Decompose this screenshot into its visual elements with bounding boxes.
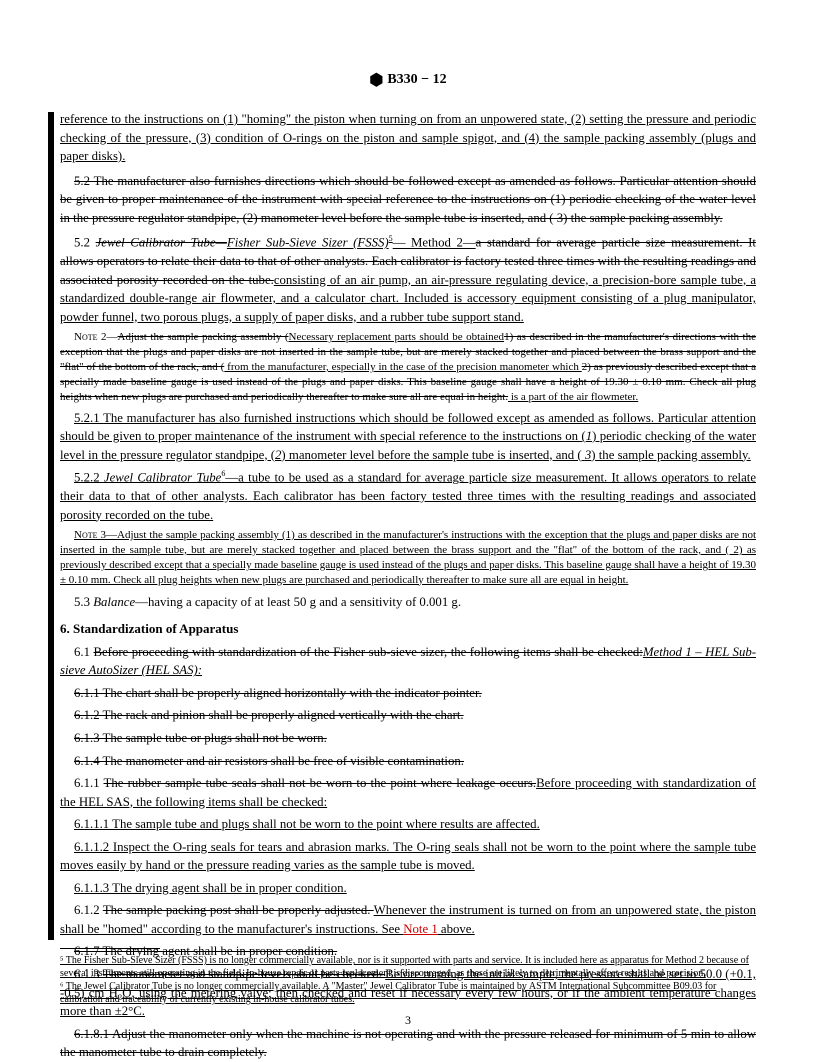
para-5-2: 5.2 Jewel Calibrator Tube—Fisher Sub-Sie… — [60, 233, 756, 326]
body-content: reference to the instructions on (1) "ho… — [60, 110, 756, 1062]
change-bar — [48, 112, 54, 940]
para-6-1-2-new: 6.1.2 The sample packing post shall be p… — [60, 901, 756, 938]
para-6-1-2-del: 6.1.2 The rack and pinion shall be prope… — [60, 706, 756, 725]
para-6-1-1-del: 6.1.1 The chart shall be properly aligne… — [60, 684, 756, 703]
para-6-1-1-3: 6.1.1.3 The drying agent shall be in pro… — [60, 879, 756, 898]
para-5-3: 5.3 Balance—having a capacity of at leas… — [60, 593, 756, 612]
para-6-1-1-new: 6.1.1 The rubber sample tube seals shall… — [60, 774, 756, 811]
para-6-1-1-2: 6.1.1.2 Inspect the O-ring seals for tea… — [60, 838, 756, 875]
para-5-intro: reference to the instructions on (1) "ho… — [60, 110, 756, 166]
para-6-1-1-1: 6.1.1.1 The sample tube and plugs shall … — [60, 815, 756, 834]
para-6-1-3-del: 6.1.3 The sample tube or plugs shall not… — [60, 729, 756, 748]
note-1-link[interactable]: Note 1 — [403, 922, 437, 936]
para-6-1-8-1-del: 6.1.8.1 Adjust the manometer only when t… — [60, 1025, 756, 1062]
para-5-2-deleted: 5.2 The manufacturer also furnishes dire… — [60, 172, 756, 228]
para-6-1-4-del: 6.1.4 The manometer and air resistors sh… — [60, 752, 756, 771]
para-5-2-1: 5.2.1 The manufacturer has also furnishe… — [60, 409, 756, 465]
footnotes: ⁵ The Fisher Sub-Sieve Sizer (FSSS) is n… — [60, 943, 756, 1006]
para-5-2-2: 5.2.2 Jewel Calibrator Tube6—a tube to b… — [60, 468, 756, 524]
document-header: ⬢ B330 − 12 — [60, 70, 756, 90]
footnote-5: ⁵ The Fisher Sub-Sieve Sizer (FSSS) is n… — [60, 954, 756, 980]
para-6-1: 6.1 Before proceeding with standardizati… — [60, 643, 756, 680]
footnote-6: ⁶ The Jewel Calibrator Tube is no longer… — [60, 980, 756, 1006]
page-number: 3 — [0, 1013, 816, 1028]
section-6-head: 6. Standardization of Apparatus — [60, 620, 756, 639]
astm-logo: ⬢ — [369, 70, 383, 90]
header-text: B330 − 12 — [387, 72, 446, 87]
note-2: Note 2—Adjust the sample packing assembl… — [60, 330, 756, 404]
note-3: Note 3—Adjust the sample packing assembl… — [60, 528, 756, 587]
